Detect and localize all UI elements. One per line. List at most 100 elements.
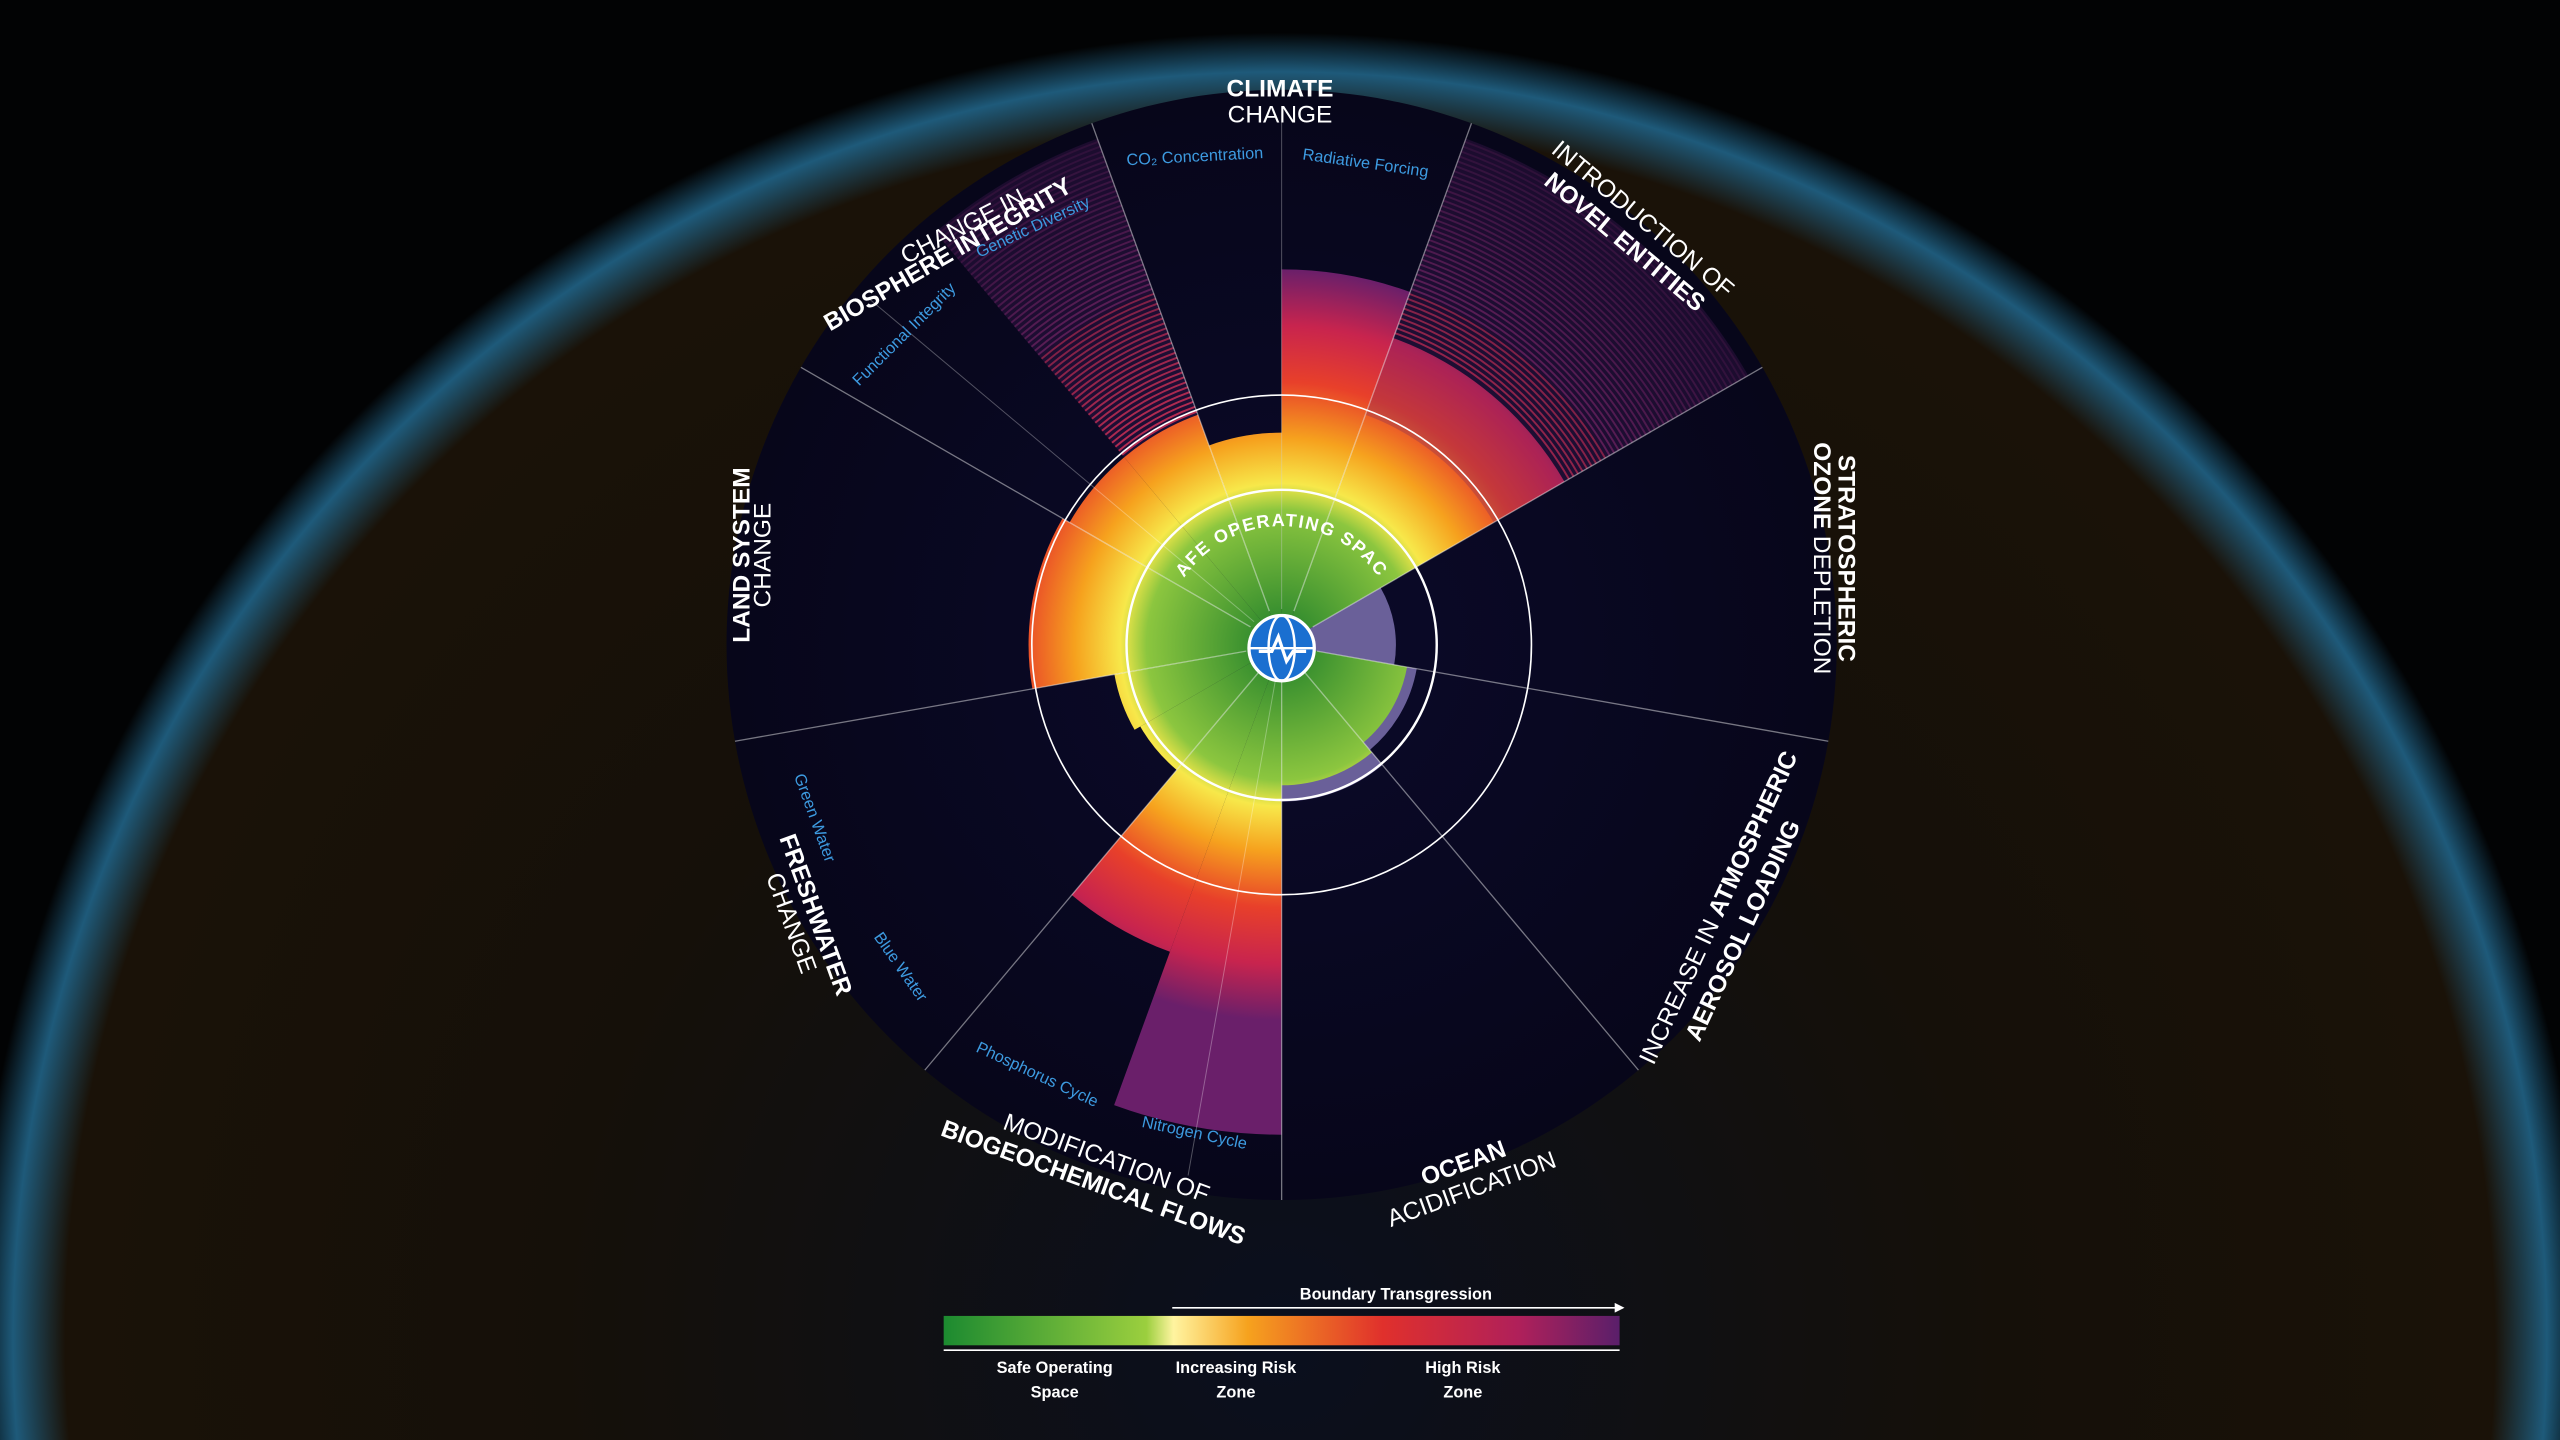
divider	[734, 650, 1247, 742]
transgression-stripe	[1455, 165, 1724, 391]
transgression-stripe	[943, 150, 1103, 244]
transgression-stripe	[1114, 400, 1194, 448]
transgression-stripe	[1457, 160, 1729, 389]
divider	[1304, 671, 1639, 1071]
boundary-wedge	[1363, 667, 1417, 750]
sub-divider	[868, 298, 1255, 623]
transgression-stripe	[946, 155, 1105, 248]
transgression-stripe	[1464, 140, 1747, 378]
transgression-stripe	[1451, 175, 1715, 396]
transgression-stripe	[997, 229, 1131, 308]
legend-label: Zone	[1216, 1384, 1255, 1402]
boundary-wedge	[1124, 414, 1282, 645]
transgression-stripe	[1101, 381, 1187, 432]
transgression-stripe	[990, 219, 1128, 300]
transgression-stripe	[1084, 356, 1178, 412]
transgression-stripe	[973, 194, 1119, 280]
boundary-wedge	[1281, 644, 1414, 748]
transgression-haze	[935, 138, 1198, 458]
transgression-stripe	[1428, 238, 1656, 430]
transgression-stripe	[1434, 224, 1670, 423]
transgression-stripe	[1409, 292, 1606, 459]
legend-label: High Risk	[1425, 1359, 1501, 1377]
risk-boundary	[1031, 394, 1533, 896]
transgression-stripe	[1394, 332, 1570, 480]
boundary-wedge	[1281, 752, 1383, 802]
transgression-stripe	[1405, 302, 1597, 464]
legend-label: Zone	[1443, 1384, 1482, 1402]
boundary-wedge	[1114, 644, 1282, 730]
transgression-stripe	[1407, 297, 1602, 462]
divider	[1293, 123, 1473, 612]
transgression-stripe	[983, 209, 1124, 292]
boundary-title: OZONEDEPLETION	[1808, 442, 1835, 674]
transgression-stripe	[1077, 346, 1174, 404]
boundary-wedge	[1114, 644, 1282, 1135]
transgression-stripe	[1108, 391, 1190, 440]
transgression-stripe	[960, 175, 1112, 264]
transgression-stripe	[977, 199, 1121, 284]
boundary-wedge	[1071, 644, 1282, 952]
transgression-stripe	[1081, 351, 1176, 408]
boundary-wedge	[1209, 432, 1282, 645]
transgression-stripe	[1024, 268, 1146, 340]
transgression-stripe	[1010, 248, 1139, 324]
transgression-stripe	[1064, 327, 1167, 388]
legend-arrow-label: Boundary Transgression	[1300, 1286, 1492, 1304]
transgression-stripe	[1118, 405, 1196, 452]
transgression-stripe	[987, 214, 1126, 296]
transgression-stripe	[1047, 302, 1158, 368]
transgression-stripe	[1435, 219, 1674, 420]
transgression-stripe	[940, 145, 1101, 240]
legend: Boundary Transgression Safe Operating Sp…	[943, 1286, 1625, 1402]
transgression-stripe	[1074, 342, 1173, 400]
transgression-stripe	[1057, 317, 1164, 380]
transgression-stripe	[993, 224, 1130, 304]
transgression-stripe	[1432, 229, 1665, 425]
transgression-stripe	[1091, 366, 1182, 420]
divider	[1316, 650, 1829, 742]
transgression-stripe	[1410, 288, 1611, 457]
transgression-stripe	[953, 165, 1108, 256]
legend-label: Space	[1031, 1384, 1079, 1402]
transgression-stripe	[1416, 273, 1625, 449]
transgression-stripe	[1403, 307, 1593, 467]
transgression-stripe	[1441, 204, 1688, 412]
transgression-stripe	[1037, 288, 1153, 356]
transgression-stripe	[1121, 410, 1198, 456]
safe-boundary	[1125, 488, 1438, 802]
transgression-stripe	[1034, 283, 1151, 352]
transgression-stripe	[1050, 307, 1160, 372]
transgression-stripe	[1421, 258, 1638, 441]
transgression-stripe	[1448, 184, 1706, 402]
boundary-wedge	[1281, 338, 1565, 645]
transgression-stripe	[1446, 189, 1701, 404]
transgression-haze	[1365, 138, 1749, 523]
boundary-wedge	[1140, 644, 1282, 770]
boundary-wedge	[1028, 518, 1282, 689]
transgression-stripe	[1459, 155, 1733, 386]
transgression-stripe	[1044, 297, 1156, 364]
transgression-stripe	[1003, 238, 1135, 316]
boundary-wedge	[1069, 457, 1282, 645]
transgression-stripe	[950, 160, 1106, 252]
wedges	[734, 106, 1829, 1200]
legend-label: Safe Operating	[997, 1359, 1113, 1377]
globe-icon	[1247, 613, 1316, 683]
boundary-title: CHANGE	[1228, 101, 1333, 128]
transgression-stripe	[1425, 248, 1647, 436]
divider	[1312, 366, 1763, 628]
transgression-stripe	[1398, 322, 1579, 475]
transgression-stripe	[1017, 258, 1142, 332]
transgression-stripe	[1414, 278, 1620, 451]
transgression-stripe	[1067, 332, 1169, 392]
boundary-wedge	[1281, 644, 1382, 800]
sub-divider	[1187, 680, 1276, 1176]
transgression-stripe	[1417, 268, 1629, 446]
transgression-stripe	[1030, 278, 1149, 348]
transgression-stripe	[1094, 371, 1183, 424]
boundary-title: STRATOSPHERIC	[1832, 455, 1859, 662]
boundary-title: CLIMATE	[1227, 75, 1334, 102]
